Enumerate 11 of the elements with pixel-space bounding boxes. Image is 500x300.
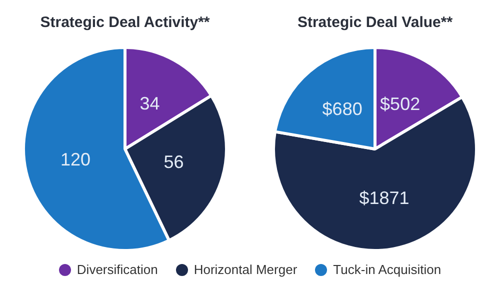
data-label: 34 <box>140 94 160 114</box>
chart-title: Strategic Deal Value** <box>297 14 453 32</box>
legend-label: Tuck-in Acquisition <box>333 262 442 277</box>
data-label: 56 <box>164 152 184 172</box>
legend-label: Horizontal Merger <box>194 262 298 277</box>
data-label: $680 <box>322 99 362 120</box>
data-label: 120 <box>60 149 91 170</box>
chart-title: Strategic Deal Activity** <box>40 14 210 32</box>
data-label: $502 <box>380 94 420 114</box>
legend-label: Diversification <box>76 262 158 277</box>
data-label: $1871 <box>359 188 410 208</box>
